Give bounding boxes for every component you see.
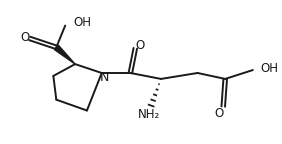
Text: OH: OH bbox=[261, 61, 279, 75]
Text: O: O bbox=[20, 31, 29, 44]
Text: O: O bbox=[136, 39, 145, 52]
Text: OH: OH bbox=[73, 16, 91, 29]
Text: O: O bbox=[215, 107, 224, 120]
Polygon shape bbox=[54, 45, 75, 64]
Text: N: N bbox=[100, 71, 109, 84]
Text: NH₂: NH₂ bbox=[138, 108, 160, 121]
